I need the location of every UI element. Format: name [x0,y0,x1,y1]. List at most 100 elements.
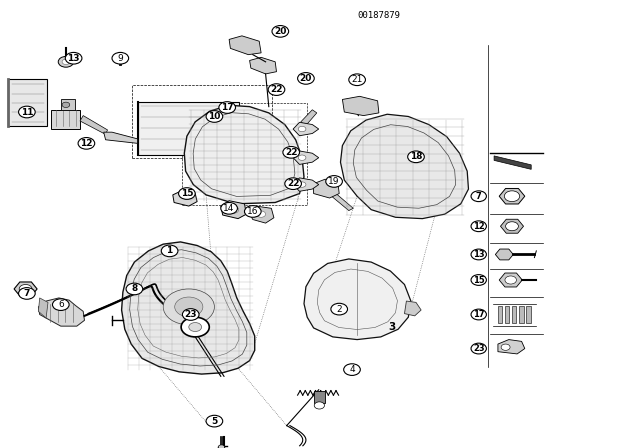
Polygon shape [495,249,513,260]
Text: 20: 20 [274,27,287,36]
Circle shape [471,191,486,202]
Polygon shape [184,105,304,204]
Text: 19: 19 [328,177,340,186]
Bar [182,103,307,205]
Text: 2: 2 [337,305,342,314]
Circle shape [314,402,324,409]
Text: 4: 4 [349,365,355,374]
Circle shape [244,206,261,217]
Circle shape [408,151,424,163]
Text: 22: 22 [270,85,283,94]
Polygon shape [494,156,531,169]
Circle shape [471,221,486,232]
Text: 6: 6 [58,300,63,309]
Circle shape [283,146,300,158]
Circle shape [506,222,518,231]
Bar [191,297,204,308]
Circle shape [349,74,365,86]
Bar [132,85,272,158]
Text: 13: 13 [67,54,80,63]
Circle shape [62,59,70,65]
Text: 1: 1 [166,246,173,255]
Polygon shape [500,219,524,233]
Text: 13: 13 [473,250,484,259]
Circle shape [221,202,237,214]
Polygon shape [499,273,522,287]
Polygon shape [250,57,276,74]
Text: 7: 7 [24,289,30,298]
Circle shape [19,106,35,118]
Circle shape [218,445,225,448]
Polygon shape [122,242,255,374]
Text: 9: 9 [118,54,123,63]
Text: 23: 23 [473,344,484,353]
Polygon shape [498,340,525,354]
Polygon shape [14,282,37,296]
Bar [191,310,199,318]
Circle shape [285,178,301,190]
Text: 15: 15 [473,276,484,284]
Text: 18: 18 [410,152,422,161]
Text: 3: 3 [388,322,396,332]
Text: 14: 14 [223,204,235,213]
Circle shape [65,52,82,64]
Circle shape [344,364,360,375]
Bar [61,99,75,110]
Text: 17: 17 [221,103,234,112]
Polygon shape [293,151,319,164]
Circle shape [161,245,178,257]
Text: 20: 20 [300,74,312,83]
Circle shape [298,126,306,132]
Circle shape [471,309,486,320]
Text: 12: 12 [473,222,484,231]
Bar [8,79,47,126]
Circle shape [206,111,223,122]
Text: 23: 23 [184,310,197,319]
Circle shape [471,343,486,354]
Polygon shape [38,298,84,326]
Text: 5: 5 [211,417,218,426]
Polygon shape [342,96,379,116]
Text: 11: 11 [20,108,33,116]
Polygon shape [293,122,319,136]
Circle shape [179,188,195,199]
Text: 8: 8 [131,284,138,293]
Text: 16: 16 [247,207,259,216]
Text: 00187879: 00187879 [357,11,401,20]
Bar [526,306,531,323]
Circle shape [175,297,203,317]
Circle shape [268,84,285,95]
Text: 7: 7 [476,192,481,201]
Text: 10: 10 [208,112,221,121]
Polygon shape [404,301,421,316]
Circle shape [52,299,69,310]
Polygon shape [304,259,411,340]
Polygon shape [293,178,319,191]
Circle shape [189,323,202,332]
Circle shape [326,176,342,187]
Text: 12: 12 [80,139,93,148]
Circle shape [504,191,520,202]
Text: 15: 15 [180,189,193,198]
Circle shape [19,288,35,299]
Polygon shape [332,194,353,211]
Circle shape [298,73,314,84]
Polygon shape [38,298,48,318]
Circle shape [228,206,239,213]
Bar [498,306,502,323]
Circle shape [19,284,32,293]
Circle shape [182,309,199,320]
Text: 22: 22 [285,148,298,157]
Circle shape [219,102,236,113]
Bar [519,306,524,323]
Bar [512,306,516,323]
Polygon shape [340,114,468,219]
Circle shape [272,26,289,37]
Polygon shape [248,206,274,223]
Circle shape [163,289,214,325]
Polygon shape [314,179,339,198]
Circle shape [505,276,516,284]
Polygon shape [229,36,261,55]
Circle shape [112,52,129,64]
Circle shape [126,283,143,295]
